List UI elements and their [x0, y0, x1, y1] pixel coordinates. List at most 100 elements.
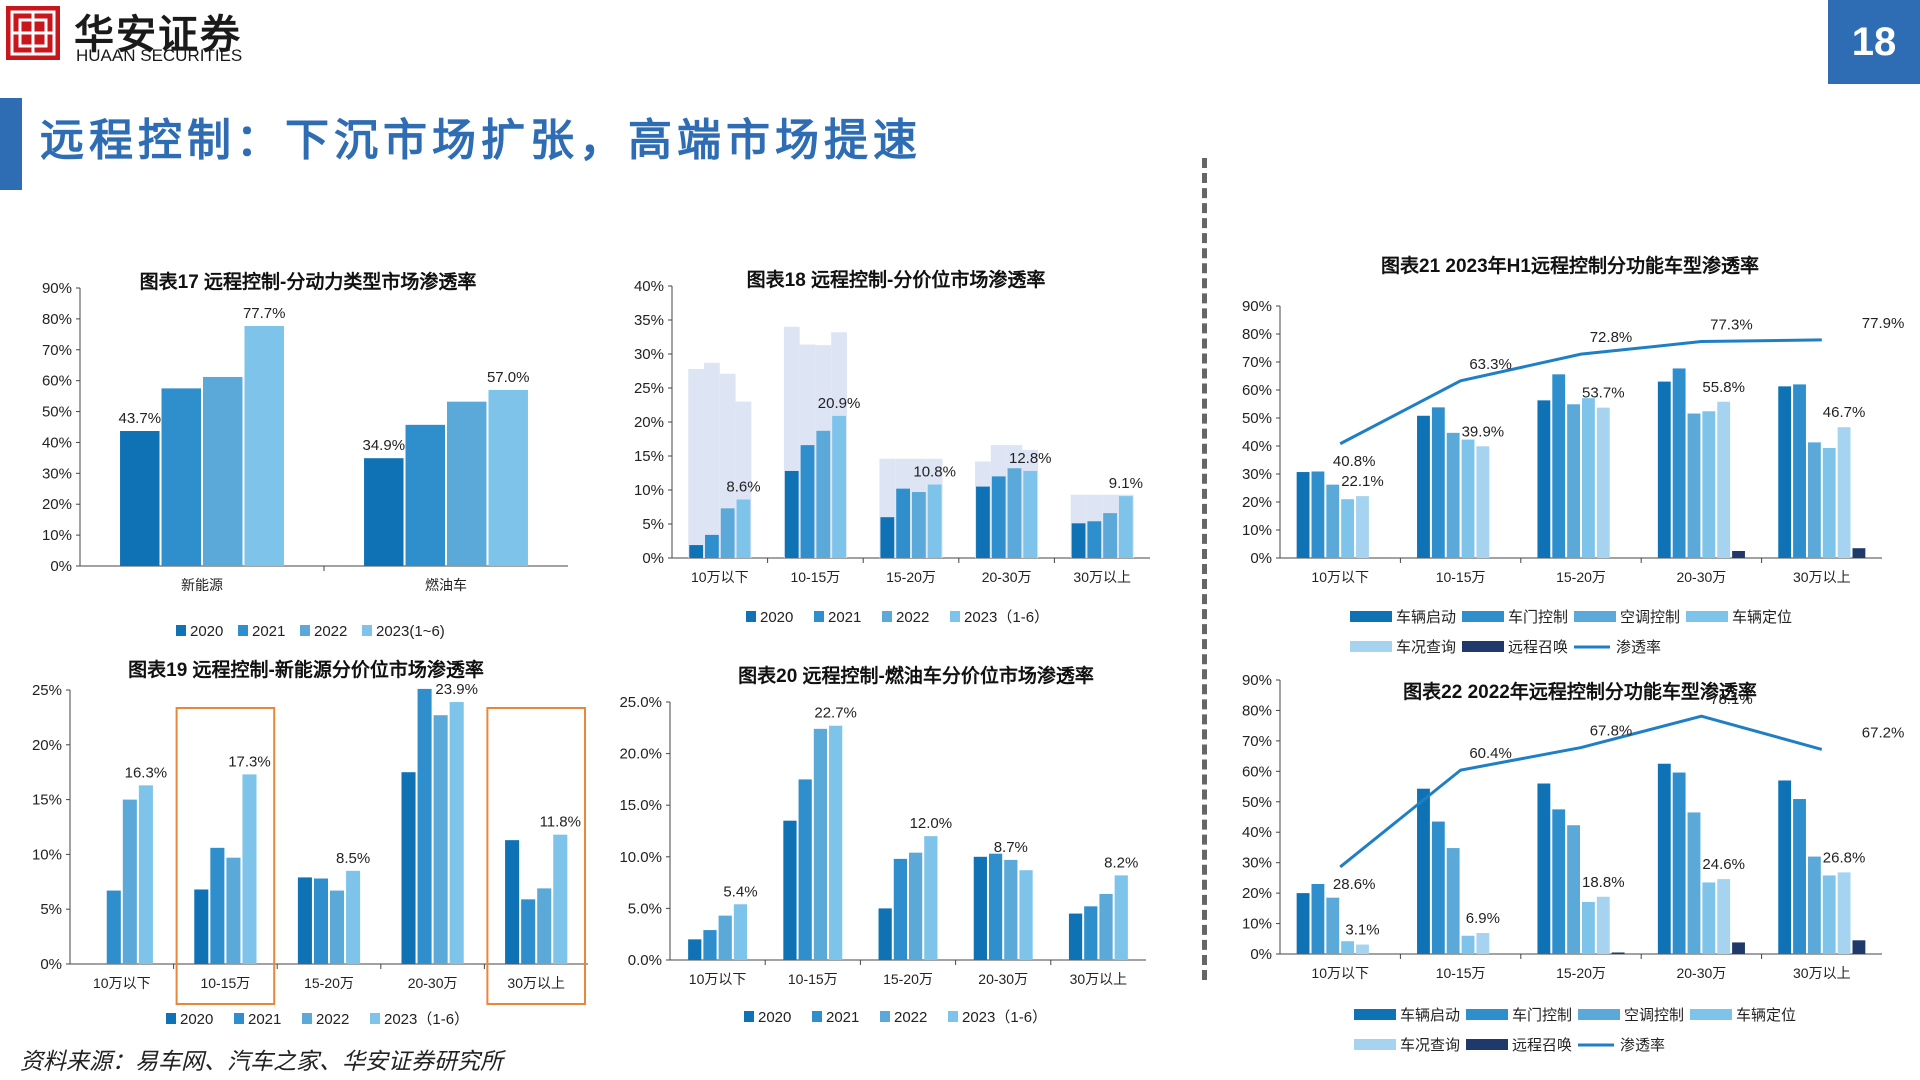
data-label: 5.4%	[723, 883, 757, 900]
bar	[244, 325, 284, 566]
legend-swatch	[1350, 611, 1392, 622]
x-tick-label: 15-20万	[886, 569, 936, 585]
y-tick-label: 0%	[1250, 550, 1272, 567]
y-tick-label: 5%	[40, 901, 62, 918]
bar	[1476, 932, 1490, 954]
line-label: 63.3%	[1469, 356, 1512, 373]
bar	[210, 847, 225, 964]
bar	[401, 772, 416, 964]
chart-17: 图表17 远程控制-分动力类型市场渗透率 0% 10% 20% 30% 40% 50% 60%…	[42, 270, 568, 640]
legend-swatch	[1686, 611, 1728, 622]
bar	[1552, 374, 1566, 558]
bar	[813, 728, 828, 960]
legend-swatch	[1462, 611, 1504, 622]
x-tick-label: 10-15万	[1436, 965, 1486, 981]
bar	[705, 534, 719, 558]
bar	[1087, 521, 1102, 558]
x-tick-label: 10万以下	[691, 569, 749, 585]
bar	[816, 430, 831, 558]
line-label: 77.3%	[1710, 317, 1753, 334]
bar	[122, 799, 137, 964]
y-tick-label: 60%	[1242, 763, 1272, 780]
y-tick-label: 30%	[634, 346, 664, 363]
legend-label: 车门控制	[1512, 1007, 1572, 1024]
background-bar	[704, 362, 720, 558]
bar	[1296, 472, 1310, 558]
bar	[1852, 940, 1866, 954]
bar	[1717, 401, 1731, 558]
data-label: 23.9%	[435, 681, 478, 698]
brand-name-cn: 华安证券	[74, 11, 242, 58]
highlight-box	[486, 707, 586, 1005]
data-label: 26.8%	[1823, 849, 1866, 866]
legend-swatch	[1462, 641, 1504, 652]
y-tick-label: 80%	[1242, 702, 1272, 719]
data-label: 22.1%	[1341, 473, 1384, 490]
bar	[1341, 499, 1355, 558]
bar	[226, 857, 241, 964]
bar	[991, 476, 1006, 558]
line-label: 40.8%	[1333, 453, 1376, 470]
data-label: 16.3%	[125, 764, 168, 781]
x-tick-label: 20-30万	[408, 975, 458, 991]
bar	[1084, 906, 1098, 960]
data-source-note: 资料来源：易车网、汽车之家、华安证券研究所	[20, 1049, 503, 1075]
bar	[909, 852, 923, 960]
bar	[106, 890, 121, 964]
bar	[447, 401, 487, 566]
data-label: 24.6%	[1702, 856, 1745, 873]
y-tick-label: 40%	[42, 434, 72, 451]
title-accent-bar	[0, 98, 22, 190]
y-tick-label: 80%	[42, 311, 72, 328]
bar	[1476, 446, 1490, 558]
data-label: 39.9%	[1462, 423, 1505, 440]
bar	[800, 445, 815, 558]
data-label: 11.8%	[540, 814, 581, 831]
legend-swatch	[880, 1011, 890, 1022]
bar	[417, 688, 432, 964]
legend-swatch	[300, 625, 310, 636]
bar	[1537, 783, 1551, 954]
bar	[783, 820, 797, 960]
bar	[1552, 809, 1566, 954]
y-tick-label: 10%	[634, 482, 664, 499]
data-label: 77.7%	[243, 305, 286, 322]
bar	[688, 939, 702, 960]
data-label: 46.7%	[1823, 404, 1866, 421]
chart-20: 图表20 远程控制-燃油车分价位市场渗透率 0.0% 5.0% 10.0% 15.0% 2…	[619, 664, 1146, 1026]
x-tick-label: 10万以下	[1311, 569, 1369, 585]
chart-title: 图表20 远程控制-燃油车分价位市场渗透率	[738, 664, 1094, 687]
bar	[924, 836, 938, 960]
y-tick-label: 20%	[634, 414, 664, 431]
legend-label: 2023(1~6)	[376, 623, 445, 640]
bar	[433, 715, 448, 964]
legend-label: 空调控制	[1620, 609, 1680, 626]
bar	[718, 915, 732, 960]
y-tick-label: 60%	[42, 373, 72, 390]
y-tick-label: 50%	[42, 404, 72, 421]
data-label: 8.7%	[994, 839, 1028, 856]
bar	[405, 424, 445, 566]
chart-title: 图表22 2022年远程控制分功能车型渗透率	[1403, 680, 1757, 703]
bar	[1582, 398, 1595, 558]
bar	[537, 888, 552, 964]
y-tick-label: 10%	[42, 527, 72, 544]
data-label: 10.8%	[913, 464, 956, 481]
highlight-box	[175, 707, 276, 1005]
x-tick-label: 15-20万	[883, 971, 933, 987]
bar	[1717, 879, 1731, 954]
legend-label: 车况查询	[1400, 1037, 1460, 1054]
bar	[1611, 952, 1625, 954]
y-tick-label: 10.0%	[619, 849, 662, 866]
legend-swatch	[950, 611, 960, 622]
legend-swatch	[302, 1013, 312, 1024]
data-label: 8.5%	[336, 850, 370, 867]
data-label: 34.9%	[363, 437, 406, 454]
line-label: 60.4%	[1469, 745, 1512, 762]
bar	[1822, 447, 1836, 558]
y-tick-label: 0%	[1250, 946, 1272, 963]
bar	[893, 858, 907, 960]
y-tick-label: 10%	[1242, 522, 1272, 539]
y-tick-label: 0%	[50, 558, 72, 575]
bar	[1537, 400, 1551, 558]
